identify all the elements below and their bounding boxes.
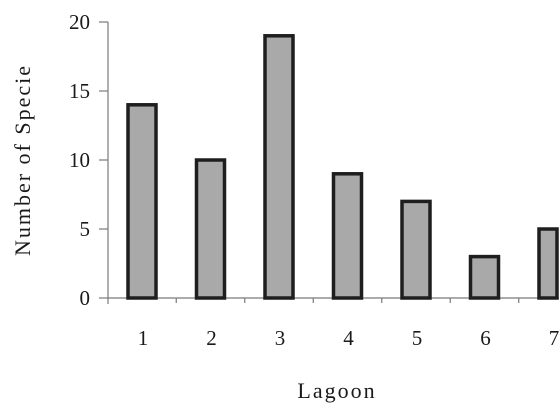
- bar: [400, 199, 432, 300]
- bar: [537, 227, 559, 300]
- y-axis-title: Number of Specie: [10, 64, 35, 256]
- bars: [126, 34, 559, 300]
- y-axis: 0 5 10 15 20: [69, 10, 109, 310]
- x-axis-title: Lagoon: [297, 378, 376, 403]
- bar: [331, 172, 364, 300]
- y-tick-label: 10: [69, 148, 90, 172]
- bar: [468, 254, 501, 300]
- x-axis: 1 2 3 4 5 6 7: [108, 297, 559, 350]
- bar: [126, 103, 158, 300]
- x-tick-label: 2: [206, 326, 217, 350]
- x-tick-label: 6: [480, 326, 491, 350]
- y-tick-label: 15: [69, 79, 90, 103]
- x-tick-label: 4: [343, 326, 354, 350]
- x-tick-label: 3: [275, 326, 286, 350]
- y-tick-label: 20: [69, 10, 90, 34]
- x-tick-label: 5: [412, 326, 423, 350]
- x-tick-label: 1: [138, 326, 149, 350]
- bar: [194, 158, 227, 300]
- bar: [263, 34, 295, 300]
- y-tick-label: 0: [80, 286, 91, 310]
- y-tick-label: 5: [80, 217, 91, 241]
- x-tick-label: 7: [549, 326, 559, 350]
